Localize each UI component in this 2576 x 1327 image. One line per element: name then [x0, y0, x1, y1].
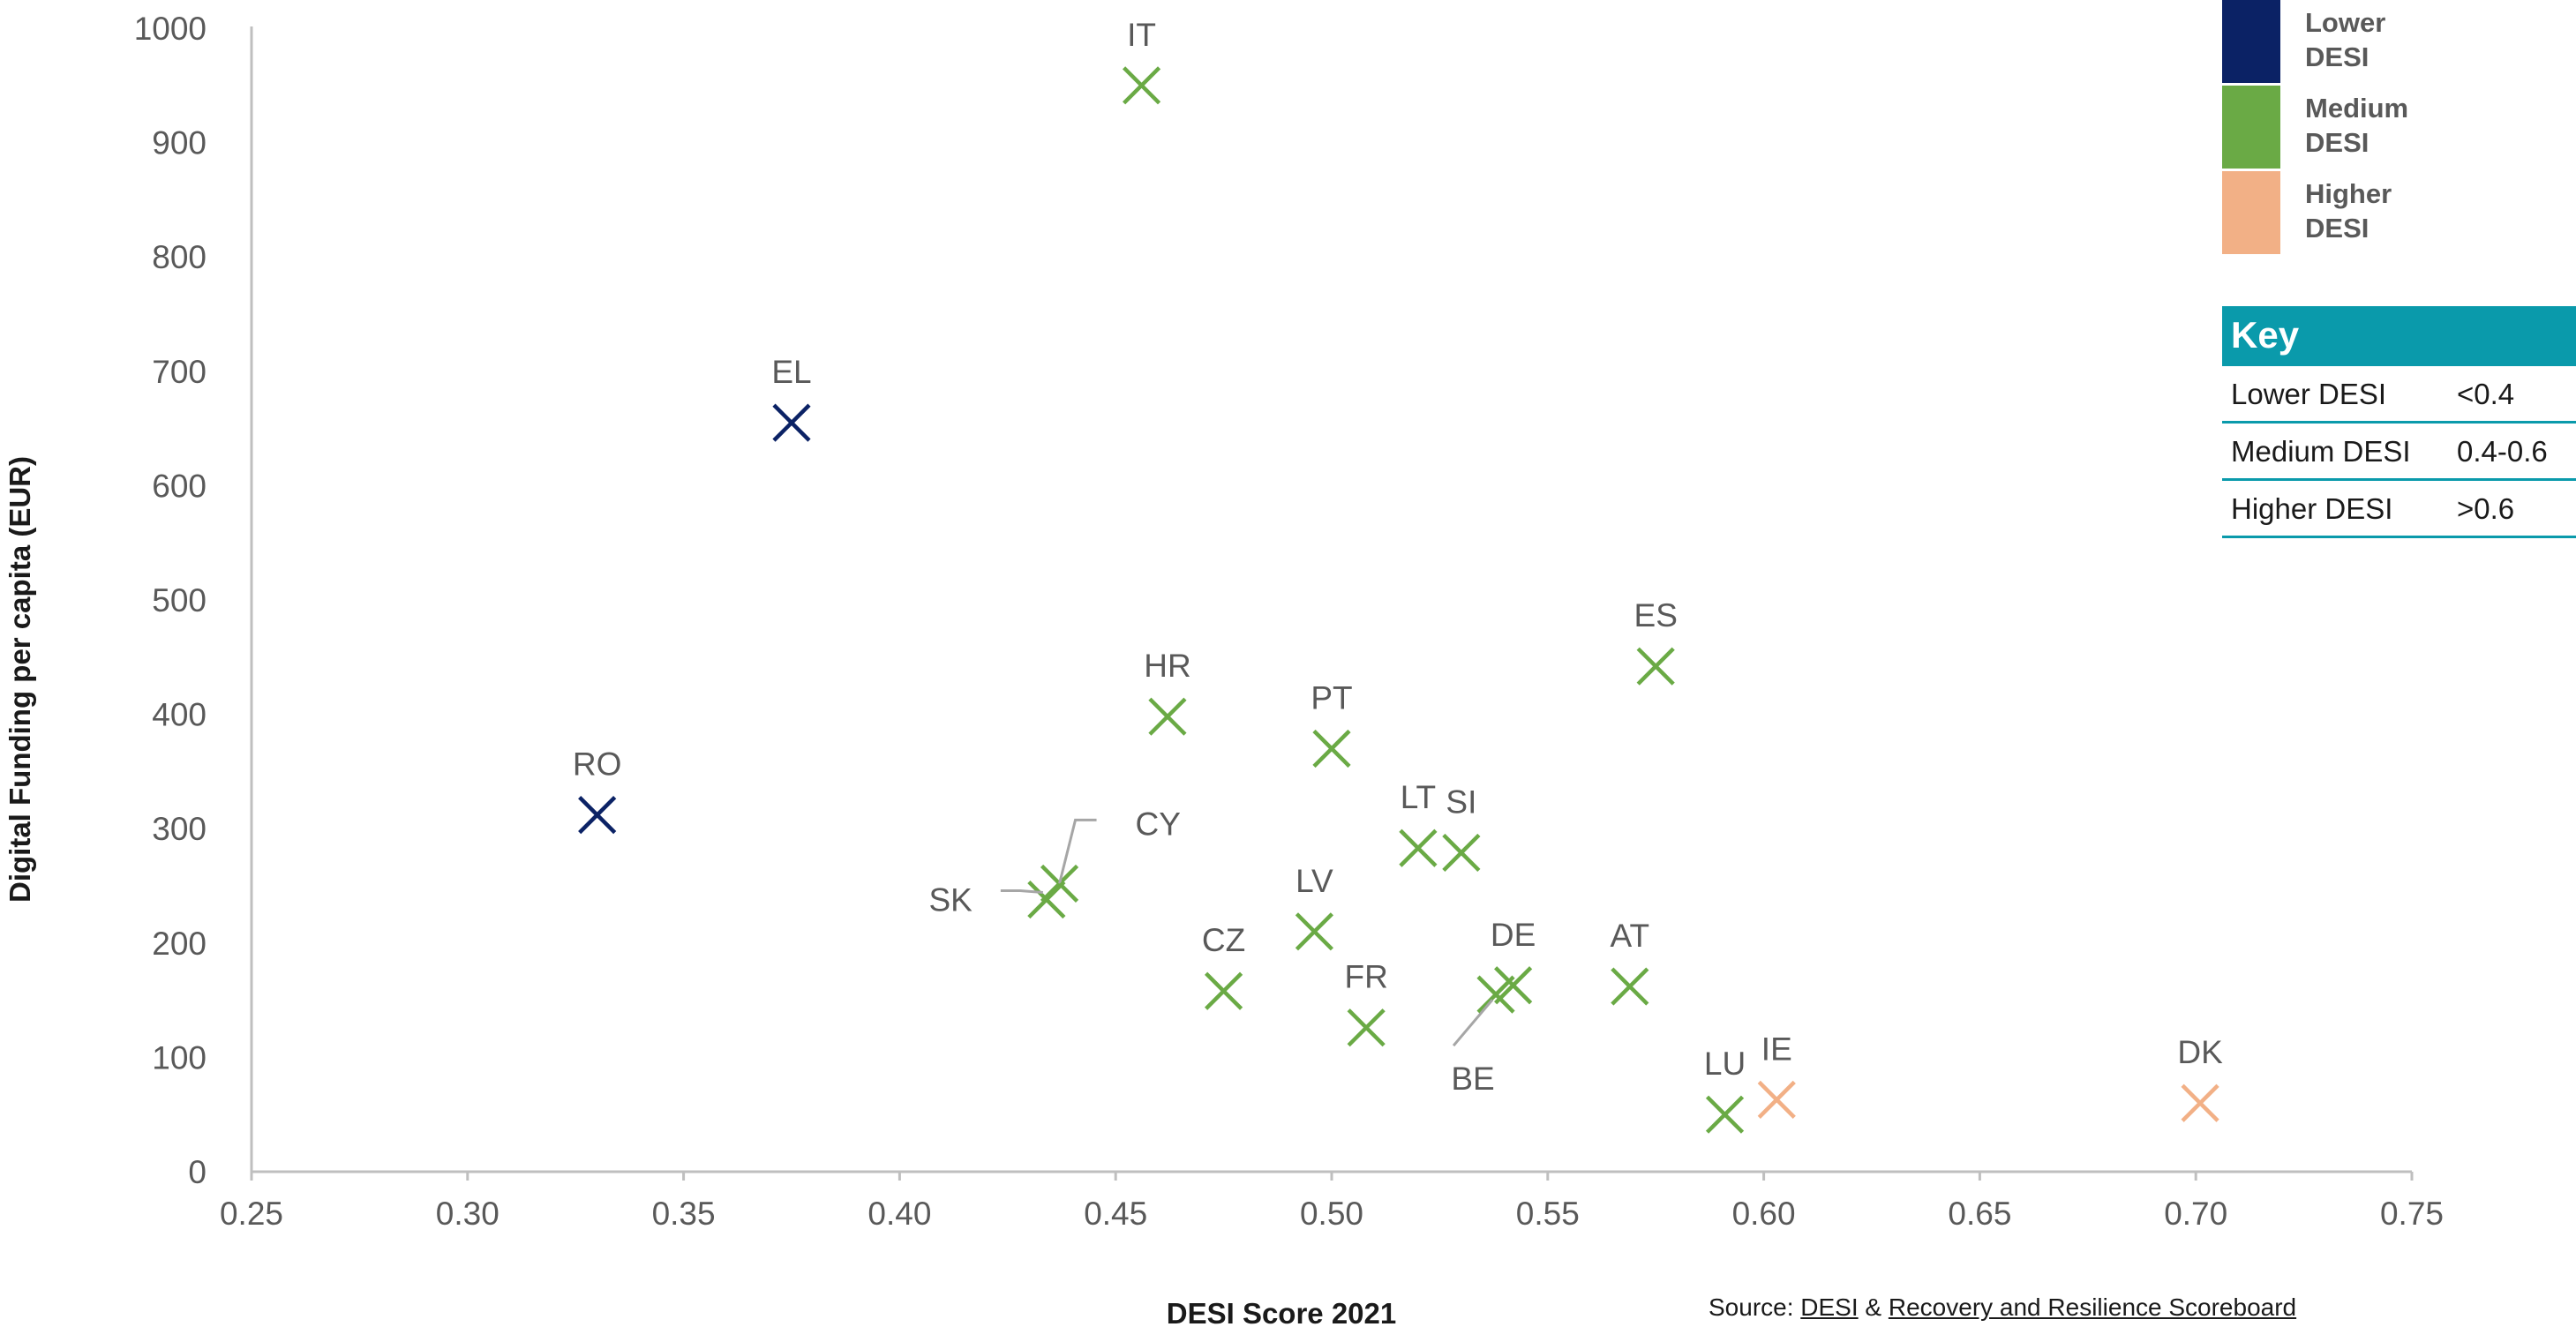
point-label-cy: CY	[1136, 806, 1181, 842]
y-tick-label: 100	[152, 1039, 207, 1076]
y-tick-label: 900	[152, 125, 207, 161]
source-link-rrs[interactable]: Recovery and Resilience Scoreboard	[1888, 1293, 2297, 1321]
point-es	[1636, 647, 1675, 686]
point-el	[772, 403, 811, 442]
point-pt	[1312, 729, 1351, 768]
x-tick-label: 0.65	[1948, 1196, 2011, 1232]
point-label-ie: IE	[1761, 1031, 1792, 1067]
leader-line-sk	[1000, 889, 1043, 895]
key-row-range: 0.4-0.6	[2457, 435, 2548, 468]
key-title: Key	[2222, 306, 2576, 366]
legend-swatch-higher	[2222, 171, 2280, 254]
leader-line-be	[1452, 999, 1494, 1047]
point-label-ro: RO	[573, 746, 622, 783]
legend-swatch-medium	[2222, 86, 2280, 169]
point-lv	[1295, 912, 1334, 951]
y-tick-label: 700	[152, 354, 207, 390]
point-hr	[1148, 697, 1187, 736]
point-label-lt: LT	[1401, 779, 1436, 815]
data-marks: RO EL IT HR CY SK CZ PT LV FR LT SI BE DE AT ES LU IE DK	[573, 17, 2223, 1134]
point-label-si: SI	[1446, 783, 1476, 820]
source-prefix: Source:	[1709, 1293, 1801, 1321]
y-tick-label: 400	[152, 697, 207, 733]
point-lu	[1705, 1095, 1745, 1134]
y-tick-label: 800	[152, 239, 207, 275]
x-tick-label: 0.50	[1300, 1196, 1363, 1232]
source-note: Source: DESI & Recovery and Resilience S…	[1709, 1293, 2296, 1322]
point-si	[1442, 833, 1481, 873]
point-lt	[1399, 828, 1438, 867]
x-tick-label: 0.40	[867, 1196, 931, 1232]
legend-label-medium-2: DESI	[2305, 127, 2369, 158]
key-row-range: >0.6	[2457, 492, 2515, 525]
point-sk	[1027, 880, 1066, 919]
x-tick-label: 0.25	[220, 1196, 283, 1232]
y-tick-label: 500	[152, 582, 207, 619]
point-label-el: EL	[771, 354, 811, 390]
x-tick-label: 0.75	[2380, 1196, 2444, 1232]
point-label-es: ES	[1634, 597, 1678, 634]
legend-label-lower: Lower	[2305, 7, 2386, 38]
legend-label-higher: Higher	[2305, 178, 2392, 209]
legend-label-medium: Medium	[2305, 93, 2409, 124]
source-link-desi[interactable]: DESI	[1800, 1293, 1859, 1321]
y-tick-label: 600	[152, 468, 207, 504]
legend-swatch-lower	[2222, 0, 2280, 83]
point-ro	[578, 796, 617, 835]
x-tick-label: 0.70	[2164, 1196, 2227, 1232]
x-tick-label: 0.35	[652, 1196, 716, 1232]
point-it	[1122, 66, 1161, 105]
legend-label-lower-2: DESI	[2305, 41, 2369, 72]
key-row-name: Medium DESI	[2231, 435, 2411, 468]
x-tick-label: 0.30	[436, 1196, 499, 1232]
x-tick-label: 0.45	[1084, 1196, 1147, 1232]
point-label-cz: CZ	[1202, 922, 1245, 958]
key-row-lower: Lower DESI <0.4	[2222, 366, 2576, 424]
point-ie	[1757, 1080, 1796, 1119]
key-row-medium: Medium DESI 0.4-0.6	[2222, 424, 2576, 481]
key-row-name: Lower DESI	[2231, 378, 2387, 410]
leader-line-cy	[1058, 818, 1097, 884]
point-at	[1611, 967, 1649, 1006]
legend-label-higher-2: DESI	[2305, 213, 2369, 244]
point-be	[1476, 975, 1515, 1014]
point-label-lu: LU	[1704, 1046, 1746, 1082]
point-label-hr: HR	[1144, 648, 1190, 684]
y-tick-label: 0	[188, 1154, 207, 1190]
y-tick-label: 1000	[134, 11, 207, 47]
point-label-pt: PT	[1311, 679, 1352, 716]
legend-item-lower: Lower DESI	[2222, 0, 2452, 83]
key-row-range: <0.4	[2457, 378, 2515, 410]
key-table: Key Lower DESI <0.4 Medium DESI 0.4-0.6 …	[2222, 306, 2576, 538]
key-row-higher: Higher DESI >0.6	[2222, 481, 2576, 538]
y-tick-label: 200	[152, 926, 207, 962]
point-label-de: DE	[1491, 917, 1536, 953]
axes: 0.25 0.30 0.35 0.40 0.45 0.50 0.55 0.60 0.65 0.70…	[134, 11, 2444, 1232]
source-separator: &	[1858, 1293, 1889, 1321]
y-tick-label: 300	[152, 811, 207, 847]
point-label-sk: SK	[929, 882, 973, 918]
point-de	[1494, 966, 1533, 1005]
legend-item-higher: Higher DESI	[2222, 171, 2452, 254]
point-label-dk: DK	[2177, 1034, 2223, 1070]
point-label-lv: LV	[1296, 863, 1333, 899]
legend-item-medium: Medium DESI	[2222, 86, 2452, 169]
point-cz	[1205, 971, 1243, 1010]
y-axis-title: Digital Funding per capita (EUR)	[4, 456, 36, 903]
point-fr	[1347, 1008, 1386, 1047]
point-label-fr: FR	[1345, 959, 1388, 995]
point-label-be: BE	[1451, 1061, 1494, 1097]
point-label-at: AT	[1611, 918, 1650, 954]
point-label-it: IT	[1127, 17, 1156, 53]
x-tick-label: 0.55	[1516, 1196, 1580, 1232]
point-dk	[2181, 1083, 2219, 1122]
x-axis-title: DESI Score 2021	[1167, 1297, 1397, 1327]
x-tick-label: 0.60	[1732, 1196, 1796, 1232]
key-row-name: Higher DESI	[2231, 492, 2393, 525]
